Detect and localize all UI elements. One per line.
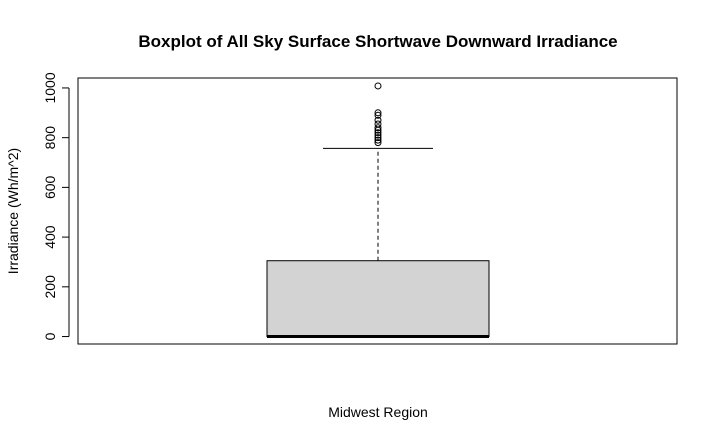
y-tick-label-0: 0: [42, 332, 58, 340]
y-tick-label-800: 800: [42, 126, 58, 150]
y-axis: 0 200 400 600 800 1000: [42, 72, 70, 340]
y-tick-label-200: 200: [42, 275, 58, 299]
outlier-point-10: [374, 109, 382, 117]
outlier-point-1: [374, 136, 382, 144]
y-tick-label-1000: 1000: [42, 72, 58, 103]
x-axis-label: Midwest Region: [328, 404, 428, 420]
y-tick-label-600: 600: [42, 175, 58, 199]
iqr-box: [266, 260, 490, 338]
outlier-point-7: [374, 120, 382, 128]
outlier-point-0: [374, 139, 382, 147]
outlier-point-3: [374, 131, 382, 139]
outlier-point-4: [374, 129, 382, 137]
plot-frame: [77, 77, 678, 345]
outlier-group: [374, 82, 382, 147]
outlier-point-9: [374, 111, 382, 119]
y-tick-label-400: 400: [42, 225, 58, 249]
outlier-point-2: [374, 134, 382, 142]
box-group: [266, 147, 490, 339]
outlier-point-11: [374, 82, 382, 90]
outlier-point-6: [374, 124, 382, 132]
chart-title: Boxplot of All Sky Surface Shortwave Dow…: [138, 32, 617, 51]
outlier-point-8: [374, 116, 382, 124]
y-axis-label: Irradiance (Wh/m^2): [5, 148, 21, 274]
